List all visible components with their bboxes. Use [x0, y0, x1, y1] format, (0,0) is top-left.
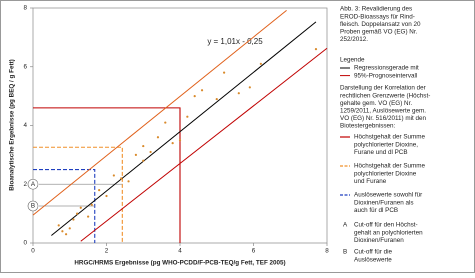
caption-line: EROD-Bioassays für Rind-: [340, 13, 415, 20]
x-tick-label: 0: [31, 248, 35, 255]
key-text: Cut-off für den Höchst-: [354, 222, 418, 229]
key-text: polychlorierter Dioxine,: [354, 141, 418, 148]
legend-title: Legende: [340, 57, 365, 64]
key-text: Höchstgehalt der Summe: [354, 134, 426, 141]
data-point: [164, 121, 167, 124]
key-letter: A: [343, 222, 348, 229]
caption-line: Proben gemäß VO (EG) Nr.: [340, 28, 418, 35]
y-tick-label: 4: [23, 122, 27, 129]
key-text: polychlorierter Dioxine: [354, 170, 417, 177]
data-point: [248, 86, 251, 89]
key-text: Höchstgehalt der Summe: [354, 163, 426, 170]
legend-item: 95%-Prognoseintervall: [354, 72, 417, 79]
key-letter: B: [343, 249, 347, 256]
caption-line: fleisch. Doppelansatz von 20: [340, 21, 421, 28]
key-text: gehalt an polychlorierten: [354, 229, 423, 236]
cutoff-label: B: [31, 203, 35, 210]
key-text: und Furane: [354, 178, 387, 185]
key-text: Auslösewerte: [354, 256, 392, 263]
key-text: Auslösewerte sowohl für: [354, 192, 422, 199]
y-tick-label: 0: [23, 240, 27, 247]
y-tick-label: 6: [23, 63, 27, 70]
data-point: [112, 174, 115, 177]
data-point: [76, 212, 79, 215]
data-point: [178, 139, 182, 142]
data-point: [98, 189, 101, 192]
threshold-line: [33, 146, 123, 243]
data-point: [142, 159, 145, 162]
data-point: [79, 206, 82, 209]
y-tick-label: 2: [23, 181, 27, 188]
description-line: 1259/2011, Auslösewerte gem.: [340, 107, 426, 114]
x-tick-label: 8: [325, 248, 329, 255]
description-line: VO (EG) Nr. 516/2011) mit den: [340, 115, 426, 122]
data-point: [105, 194, 108, 198]
data-point: [193, 95, 196, 98]
data-point: [127, 180, 130, 183]
regression-line: [80, 47, 328, 242]
data-point: [134, 153, 137, 156]
legend-item: Regressionsgerade mit: [354, 65, 419, 72]
data-point: [120, 177, 123, 180]
x-tick-label: 2: [105, 248, 109, 255]
data-point: [68, 227, 71, 230]
description-line: rechtlichen Grenzwerte (Höchst-: [340, 92, 430, 99]
description-line: gehalte gem. VO (EG) Nr.: [340, 100, 412, 107]
cutoff-marker: [27, 200, 39, 212]
x-axis-title: HRGC/HRMS Ergebnisse (pg WHO-PCDD/F-PCB-…: [74, 260, 285, 267]
key-text: Furane und dl PCB: [354, 149, 408, 156]
key-text: Cut-off für die: [354, 249, 393, 256]
data-point: [61, 230, 64, 233]
description-line: Biotestergebnissen:: [340, 123, 396, 130]
threshold-line: [33, 169, 96, 243]
key-text: auch für dl PCB: [354, 207, 398, 214]
data-point: [149, 150, 152, 154]
data-point: [237, 92, 240, 95]
data-point: [64, 233, 68, 236]
data-point: [156, 136, 160, 139]
caption-line: Abb. 3: Revalidierung des: [340, 6, 412, 13]
y-tick-label: 8: [23, 5, 27, 12]
data-point: [186, 115, 189, 118]
regression-line: [51, 21, 317, 236]
threshold-line: [33, 107, 181, 243]
y-axis-title: Bioanalytische Ergebnisse (pg BEQ / g Fe…: [9, 59, 16, 191]
cutoff-marker: [27, 178, 39, 190]
cutoff-label: A: [31, 181, 36, 188]
x-tick-label: 6: [252, 248, 256, 255]
data-point: [87, 215, 90, 218]
x-tick-label: 4: [178, 248, 182, 255]
data-point: [57, 224, 60, 227]
data-point: [259, 62, 262, 65]
data-point: [215, 97, 218, 101]
equation: y = 1,01x - 0,25: [207, 37, 263, 46]
data-point: [223, 71, 226, 74]
regression-line: [32, 9, 287, 216]
description-line: Darstellung der Korrelation der: [340, 85, 426, 92]
key-text: Dioxinen/Furanen als: [354, 199, 414, 206]
data-point: [171, 142, 174, 145]
data-point: [142, 144, 145, 148]
data-point: [90, 203, 93, 206]
data-point: [314, 48, 318, 51]
key-text: Dioxinen/Furanen: [354, 237, 404, 244]
data-point: [72, 218, 75, 221]
data-point: [200, 89, 204, 92]
caption-line: 252/2012.: [340, 36, 368, 43]
